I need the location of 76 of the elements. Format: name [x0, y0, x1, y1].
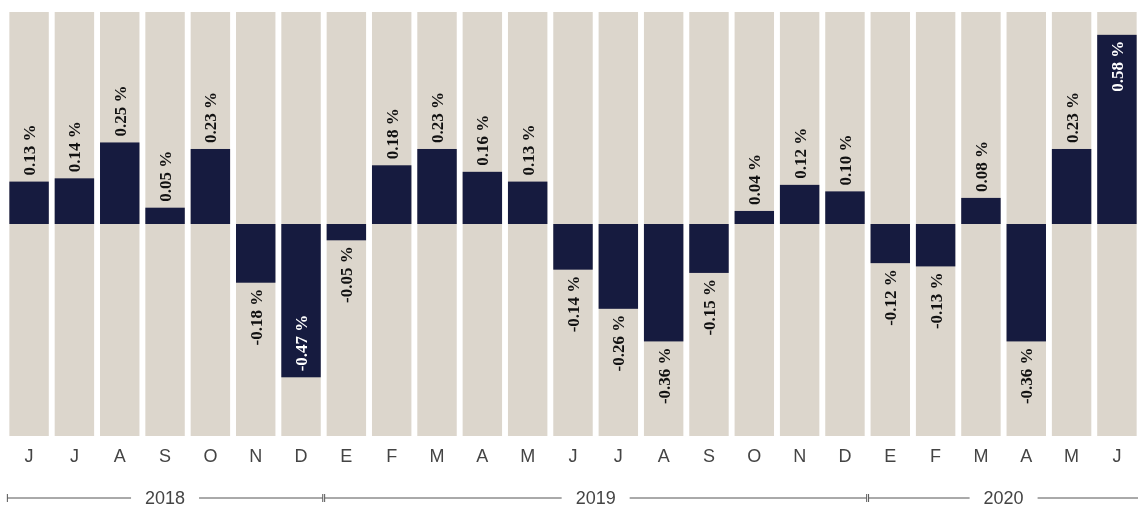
x-tick-label: D	[838, 446, 852, 466]
data-label: -0.18 %	[246, 288, 266, 346]
data-label: 0.14 %	[65, 121, 85, 173]
bar	[54, 178, 95, 224]
text: 2018	[145, 488, 186, 508]
bar	[507, 181, 548, 224]
data-label: 0.23 %	[1062, 91, 1082, 143]
x-tick-label: M	[973, 446, 989, 466]
bar	[100, 142, 140, 224]
x-tick-label: A	[113, 446, 126, 466]
x-tick-label: S	[159, 446, 172, 466]
x-tick-label: J	[568, 446, 578, 466]
x-tick-label: D	[294, 446, 308, 466]
x-tick-label: S	[702, 446, 715, 466]
text: 2020	[983, 488, 1024, 508]
data-label: -0.15 %	[699, 278, 719, 336]
data-label: 0.16 %	[473, 114, 493, 166]
x-tick-label: A	[657, 446, 670, 466]
x-tick-label: O	[747, 446, 762, 466]
x-tick-label: F	[930, 446, 942, 466]
x-tick-label: J	[613, 446, 623, 466]
bar	[915, 224, 956, 267]
x-tick-label: M	[520, 446, 536, 466]
data-label: 0.05 %	[156, 150, 176, 202]
bar	[190, 148, 231, 224]
x-tick-label: J	[1112, 446, 1122, 466]
data-label: 0.18 %	[382, 108, 402, 160]
data-label: -0.47 %	[292, 314, 312, 372]
bar	[1051, 148, 1092, 224]
bar	[462, 171, 503, 224]
data-label: 0.23 %	[201, 91, 221, 143]
bar	[643, 224, 684, 342]
bar	[235, 224, 276, 283]
bar	[825, 191, 865, 224]
bar	[326, 224, 367, 241]
x-tick-label: N	[793, 446, 807, 466]
data-label: 0.13 %	[518, 124, 538, 176]
data-label: -0.26 %	[609, 314, 629, 372]
data-label: 0.25 %	[110, 85, 130, 137]
data-label: 0.04 %	[745, 153, 765, 205]
x-tick-label: J	[24, 446, 34, 466]
text: 2019	[575, 488, 616, 508]
data-label: -0.05 %	[337, 246, 357, 303]
x-tick-label: J	[69, 446, 79, 466]
x-tick-label: E	[340, 446, 353, 466]
data-label: 0.12 %	[790, 127, 810, 179]
data-label: 0.58 %	[1107, 40, 1127, 92]
bar	[145, 207, 185, 224]
x-tick-label: M	[429, 446, 445, 466]
data-label: -0.36 %	[654, 347, 674, 405]
bar	[779, 184, 820, 224]
bar	[9, 181, 49, 224]
data-label: -0.12 %	[881, 269, 901, 326]
x-tick-label: O	[203, 446, 218, 466]
bar	[598, 224, 639, 309]
bar	[553, 224, 593, 270]
bar	[417, 148, 457, 224]
data-label: -0.36 %	[1017, 347, 1037, 405]
data-label: 0.13 %	[20, 124, 40, 176]
data-label: -0.13 %	[926, 272, 946, 330]
x-tick-label: A	[476, 446, 489, 466]
bar	[961, 197, 1001, 224]
bar	[371, 165, 412, 224]
x-tick-label: E	[884, 446, 897, 466]
data-label: -0.14 %	[564, 275, 583, 333]
bar	[870, 224, 911, 264]
data-label: 0.08 %	[971, 140, 991, 192]
data-label: 0.23 %	[428, 91, 448, 143]
x-tick-label: N	[249, 446, 263, 466]
x-tick-label: F	[386, 446, 398, 466]
bar	[1006, 224, 1046, 342]
x-tick-label: M	[1064, 446, 1080, 466]
bar	[689, 224, 729, 273]
data-label: 0.10 %	[835, 134, 855, 186]
x-tick-label: A	[1020, 446, 1033, 466]
bar	[734, 210, 775, 224]
